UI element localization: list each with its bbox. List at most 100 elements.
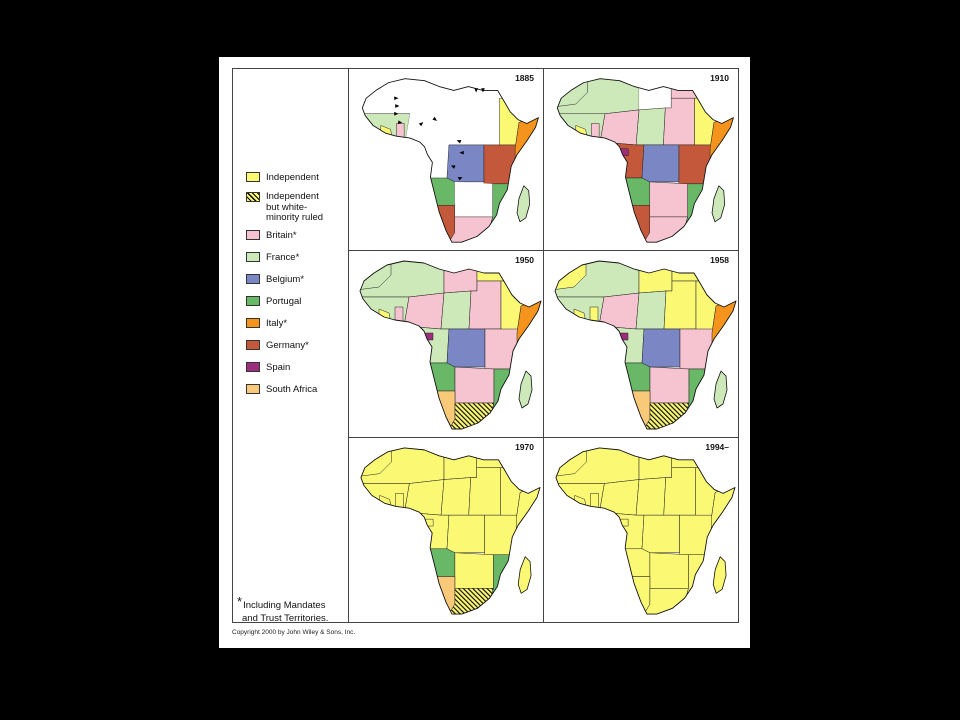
region-congo [446, 328, 486, 368]
legend-label: Britain* [266, 229, 297, 241]
region-rhodesia [649, 181, 688, 218]
region-congo [641, 328, 681, 368]
legend-label-line: but white- [266, 201, 308, 213]
map-year-label: 1958 [710, 255, 729, 265]
region-rhodesia [649, 552, 689, 589]
africa-coastline [360, 447, 541, 615]
legend-label-line: minority ruled [266, 212, 324, 223]
africa-map [556, 78, 734, 243]
region-rhodesia [454, 366, 495, 404]
legend-item-germany: Germany* [246, 334, 323, 356]
region-nigeria [599, 109, 640, 146]
region-cameroon [403, 325, 450, 364]
region-congo [446, 144, 485, 183]
region-maghreb [360, 261, 445, 298]
map-year-label: 1885 [515, 73, 534, 83]
legend-item-independent: Independent [246, 166, 323, 188]
region-cameroon [599, 511, 645, 550]
map-panel-1910: 1910 [544, 69, 738, 251]
region-congo [641, 514, 680, 553]
legend-item-italy: Italy* [246, 312, 323, 334]
legend-item-belgium: Belgium* [246, 268, 323, 290]
legend: Independent Independent but white- minor… [233, 69, 349, 625]
legend-label: South Africa [266, 383, 318, 395]
legend-item-france: France* [246, 246, 323, 268]
legend-item-white-minority: Independent but white- minority ruled [246, 188, 323, 224]
africa-map [359, 260, 542, 430]
footnote-text: and Trust Territories. [242, 613, 329, 624]
region-rio-muni [422, 332, 434, 341]
region-rhodesia [454, 181, 493, 217]
legend-label: Independent [266, 171, 319, 183]
legend-item-south-africa: South Africa [246, 378, 323, 400]
africa-coastline [555, 447, 736, 615]
copyright-notice: Copyright 2000 by John Wiley & Sons, Inc… [232, 629, 356, 636]
region-namibia [404, 576, 456, 615]
map-year-label: 1950 [515, 255, 534, 265]
region-ghana [394, 306, 404, 326]
region-chad [440, 290, 472, 330]
region-namibia [598, 390, 651, 429]
claim-arrow-icon [481, 88, 485, 93]
map-panel-1994: 1994– [544, 438, 738, 622]
africa-map [554, 260, 737, 430]
legend-swatch [246, 362, 260, 372]
africa-map [555, 447, 736, 615]
legend-swatch [246, 296, 260, 306]
map-panel-1958: 1958 [544, 251, 738, 438]
legend-item-spain: Spain [246, 356, 323, 378]
africa-map [361, 78, 539, 243]
region-rio-muni [618, 518, 629, 527]
legend-label: France* [266, 251, 300, 263]
footnote-text: Including Mandates [243, 600, 326, 611]
legend-swatch [246, 172, 260, 182]
claim-arrow-icon [457, 176, 463, 181]
legend-label-line: Independent [266, 191, 319, 202]
region-rhodesia [454, 552, 494, 589]
claim-arrow-icon [395, 104, 400, 108]
legend-label: Portugal [266, 295, 302, 307]
footnote-asterisk: * [237, 594, 243, 609]
region-nigeria [599, 479, 640, 516]
region-nigeria [403, 292, 445, 330]
legend-label: Spain [266, 361, 291, 373]
region-namibia [404, 204, 456, 243]
legend-swatch [246, 252, 260, 262]
legend-swatch [246, 340, 260, 350]
map-grid: 1885 1910 1950 1958 1970 1994– [349, 69, 738, 622]
region-angola [404, 177, 456, 206]
claim-arrow-icon [450, 165, 456, 169]
claim-arrow-icon [432, 116, 437, 121]
region-sudan [468, 98, 500, 145]
region-south-africa [624, 216, 703, 243]
map-panel-1885: 1885 [349, 69, 544, 251]
legend-label: Belgium* [266, 273, 305, 285]
africa-coastline [554, 260, 737, 430]
legend-label: Independent but white- minority ruled [266, 191, 324, 224]
region-rio-muni [423, 148, 434, 156]
africa-map [360, 447, 541, 615]
claim-arrow-icon [474, 88, 479, 93]
region-namibia [599, 204, 651, 243]
claim-arrow-icon [394, 96, 399, 101]
region-chad [635, 477, 666, 516]
footnote: *Including Mandates and Trust Territorie… [237, 595, 328, 625]
region-rio-muni [423, 518, 434, 527]
legend-item-britain: Britain* [246, 224, 323, 246]
region-ghana [591, 123, 600, 142]
claim-arrow-icon [394, 111, 399, 116]
region-ghana [589, 306, 599, 326]
africa-coastline [361, 78, 539, 243]
legend-swatch-hatched [246, 192, 260, 202]
region-angola [599, 177, 651, 206]
region-rio-muni [618, 148, 629, 156]
region-nigeria [405, 109, 445, 145]
region-madagascar [711, 185, 726, 223]
region-nigeria [404, 479, 445, 516]
region-maghreb [362, 78, 445, 114]
region-namibia [599, 576, 651, 615]
claim-arrow-icon [418, 122, 424, 127]
region-madagascar [518, 370, 533, 409]
region-ghana [396, 123, 405, 142]
region-south-africa [428, 588, 509, 615]
